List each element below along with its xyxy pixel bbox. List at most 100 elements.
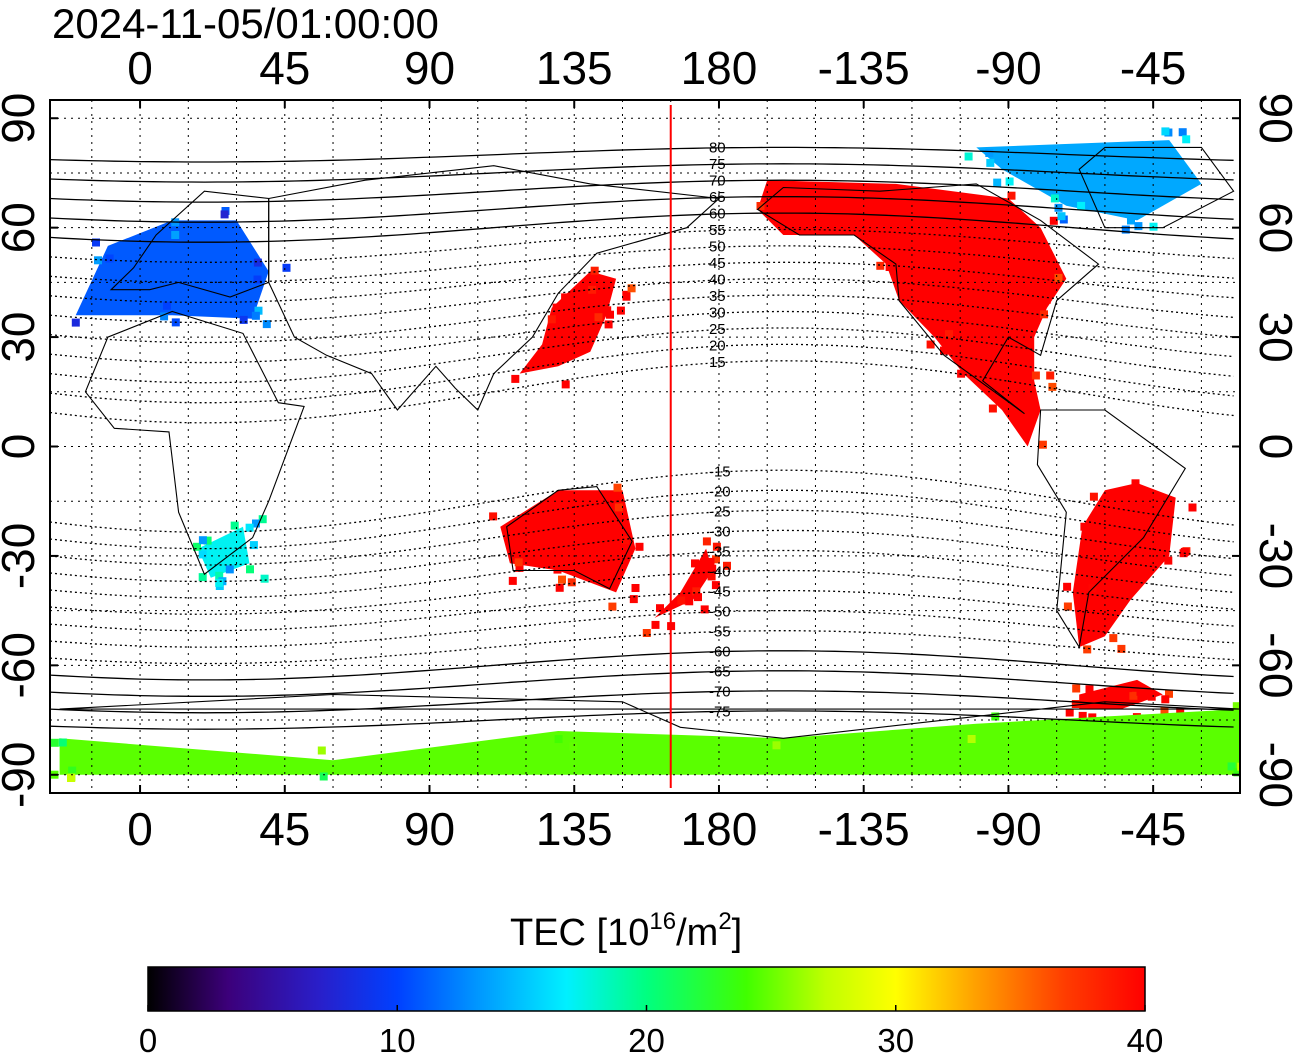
tec-cell xyxy=(613,483,622,492)
tec-region-fill xyxy=(59,709,1240,775)
mag-lat-label: 15 xyxy=(709,354,726,371)
tec-cell xyxy=(1131,479,1140,488)
tec-cell xyxy=(1048,382,1057,391)
tec-cell xyxy=(1083,645,1092,654)
lat-lon-grid xyxy=(50,100,1240,793)
tec-cell xyxy=(317,746,326,755)
lon-label-top: -90 xyxy=(975,42,1041,94)
mag-lat-contour xyxy=(50,327,1234,384)
mag-lat-label: 65 xyxy=(709,189,726,206)
mag-lat-contour xyxy=(50,589,1234,632)
mag-lat-label: -75 xyxy=(709,703,731,720)
tec-cell xyxy=(319,772,328,781)
colorbar-gradient xyxy=(147,966,1146,1012)
mag-lat-contour xyxy=(50,710,1234,730)
tec-region-europe xyxy=(71,207,291,329)
tec-cell xyxy=(616,306,625,315)
tec-cell xyxy=(986,158,995,167)
tec-cell xyxy=(685,597,694,606)
lat-label-left: 90 xyxy=(0,93,44,144)
tec-cell xyxy=(1136,687,1145,696)
colorbar-tick-label: 30 xyxy=(877,1022,914,1057)
mag-lat-label: -20 xyxy=(709,484,731,501)
timestamp-title: 2024-11-05/01:00:00 xyxy=(52,0,439,47)
tec-region-north-america xyxy=(756,180,1067,449)
tec-cell xyxy=(50,738,59,747)
tec-cell xyxy=(1071,700,1080,708)
tec-cell xyxy=(608,602,617,611)
map-axes: 0 0 45 45 90 90 135 135 180 180 -135 -135 -90 -90 -45 -… xyxy=(0,42,1294,855)
tec-cell xyxy=(215,578,224,587)
lon-label-bottom: 90 xyxy=(404,803,455,855)
tec-cell xyxy=(590,266,599,275)
mag-lat-contour xyxy=(50,489,1234,550)
tec-cell xyxy=(239,315,248,324)
mag-lat-label: -55 xyxy=(709,623,731,640)
tec-cell xyxy=(230,521,239,530)
mag-lat-contour xyxy=(50,179,1234,203)
tec-cell xyxy=(547,315,556,324)
mag-lat-contour xyxy=(50,569,1234,615)
tec-cell xyxy=(554,735,563,744)
tec-cell xyxy=(511,374,520,383)
mag-lat-contour xyxy=(50,529,1234,583)
mag-lat-contour xyxy=(50,163,1234,183)
tec-cell xyxy=(105,254,114,263)
tec-cell xyxy=(1180,547,1189,556)
mag-lat-label: -65 xyxy=(709,663,731,680)
tec-cell xyxy=(569,742,578,751)
lat-label-left: -60 xyxy=(0,632,44,698)
tec-cell xyxy=(711,581,720,590)
mag-lat-contour xyxy=(50,146,1234,163)
tec-cell xyxy=(258,515,267,524)
tec-cell xyxy=(282,263,291,272)
lon-label-bottom: -90 xyxy=(975,803,1041,855)
mag-lat-contour xyxy=(50,469,1234,533)
tec-cell xyxy=(627,284,636,293)
tec-cell xyxy=(677,596,686,605)
tec-region-east-asia xyxy=(511,266,636,389)
tec-cell xyxy=(940,346,948,355)
tec-cell xyxy=(1176,707,1185,716)
colorbar-title-exponent: 16 xyxy=(649,908,676,935)
tec-cell xyxy=(1123,684,1132,693)
colorbar-tick-label: 40 xyxy=(1127,1022,1164,1057)
tec-cell xyxy=(945,330,953,339)
tec-cell xyxy=(1178,128,1187,137)
tec-cell xyxy=(885,263,894,271)
tec-cell xyxy=(1188,503,1197,512)
mag-lat-contour xyxy=(50,630,1234,665)
tec-cell xyxy=(700,605,709,614)
lon-label-top: 135 xyxy=(536,42,613,94)
tec-cell xyxy=(756,202,765,210)
tec-cell xyxy=(967,735,976,743)
tec-cell xyxy=(225,565,234,574)
tec-cell xyxy=(603,306,612,315)
tec-cell xyxy=(1007,191,1016,200)
coastline-australia xyxy=(506,486,633,590)
tec-cell xyxy=(67,774,75,782)
lon-label-top: 45 xyxy=(259,42,310,94)
tec-cell xyxy=(1065,708,1074,717)
tec-cell xyxy=(552,303,561,312)
lat-label-right: 60 xyxy=(1250,202,1294,253)
tec-region-fill xyxy=(1072,483,1176,648)
tec-cell xyxy=(606,310,614,319)
tec-cell xyxy=(712,555,720,564)
mag-lat-contour xyxy=(50,650,1234,681)
lon-label-top: -45 xyxy=(1120,42,1186,94)
tec-cell xyxy=(555,583,564,592)
tec-cell xyxy=(1072,684,1081,693)
tec-cell xyxy=(1002,202,1011,211)
tec-cell xyxy=(203,536,212,545)
tec-cell xyxy=(988,404,997,413)
mag-lat-label: 30 xyxy=(709,305,726,322)
mag-lat-label: -50 xyxy=(709,603,731,620)
tec-cell xyxy=(94,256,102,265)
tec-cell xyxy=(876,261,885,270)
mag-lat-label: -15 xyxy=(709,464,731,481)
tec-cell xyxy=(635,542,644,551)
mag-lat-label: -25 xyxy=(709,504,731,521)
tec-cell xyxy=(252,519,260,528)
